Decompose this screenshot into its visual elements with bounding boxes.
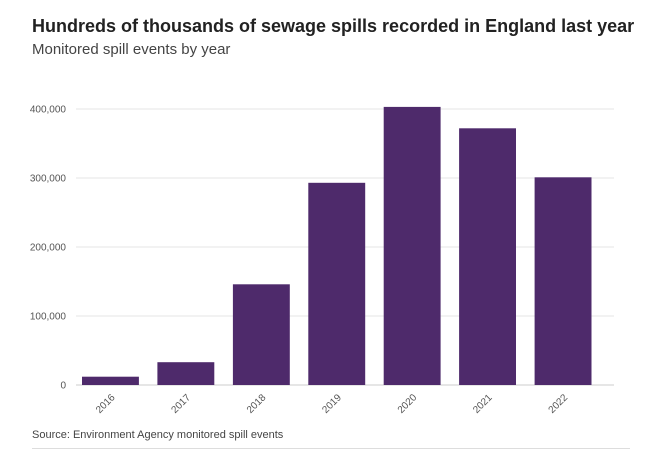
y-axis-ticks: 0 100,000 200,000 300,000 400,000 <box>30 105 67 392</box>
x-tick-label: 2017 <box>170 392 194 416</box>
y-tick-label: 400,000 <box>30 105 67 116</box>
bar-2018 <box>232 284 290 385</box>
y-tick-label: 0 <box>60 381 66 392</box>
bar-2019 <box>308 182 366 385</box>
y-tick-label: 100,000 <box>30 312 67 323</box>
bar-2016 <box>82 376 139 385</box>
y-tick-label: 200,000 <box>30 243 67 254</box>
x-tick-label: 2016 <box>94 392 118 416</box>
chart-subtitle: Monitored spill events by year <box>32 41 231 58</box>
bar-2022 <box>534 177 592 385</box>
x-tick-label: 2022 <box>547 392 571 416</box>
chart-title: Hundreds of thousands of sewage spills r… <box>32 16 635 36</box>
x-tick-label: 2020 <box>396 392 420 416</box>
footer-divider <box>32 448 630 449</box>
source-note: Source: Environment Agency monitored spi… <box>32 429 284 441</box>
x-tick-label: 2018 <box>245 392 269 416</box>
x-tick-label: 2019 <box>320 392 344 416</box>
y-tick-label: 300,000 <box>30 174 67 185</box>
bar-2020 <box>383 106 441 386</box>
x-axis-ticks: 2016 2017 2018 2019 2020 2021 2022 <box>94 392 570 416</box>
bar-2017 <box>157 362 215 385</box>
x-tick-label: 2021 <box>471 392 495 416</box>
bars <box>82 106 592 386</box>
bar-2021 <box>459 128 516 386</box>
